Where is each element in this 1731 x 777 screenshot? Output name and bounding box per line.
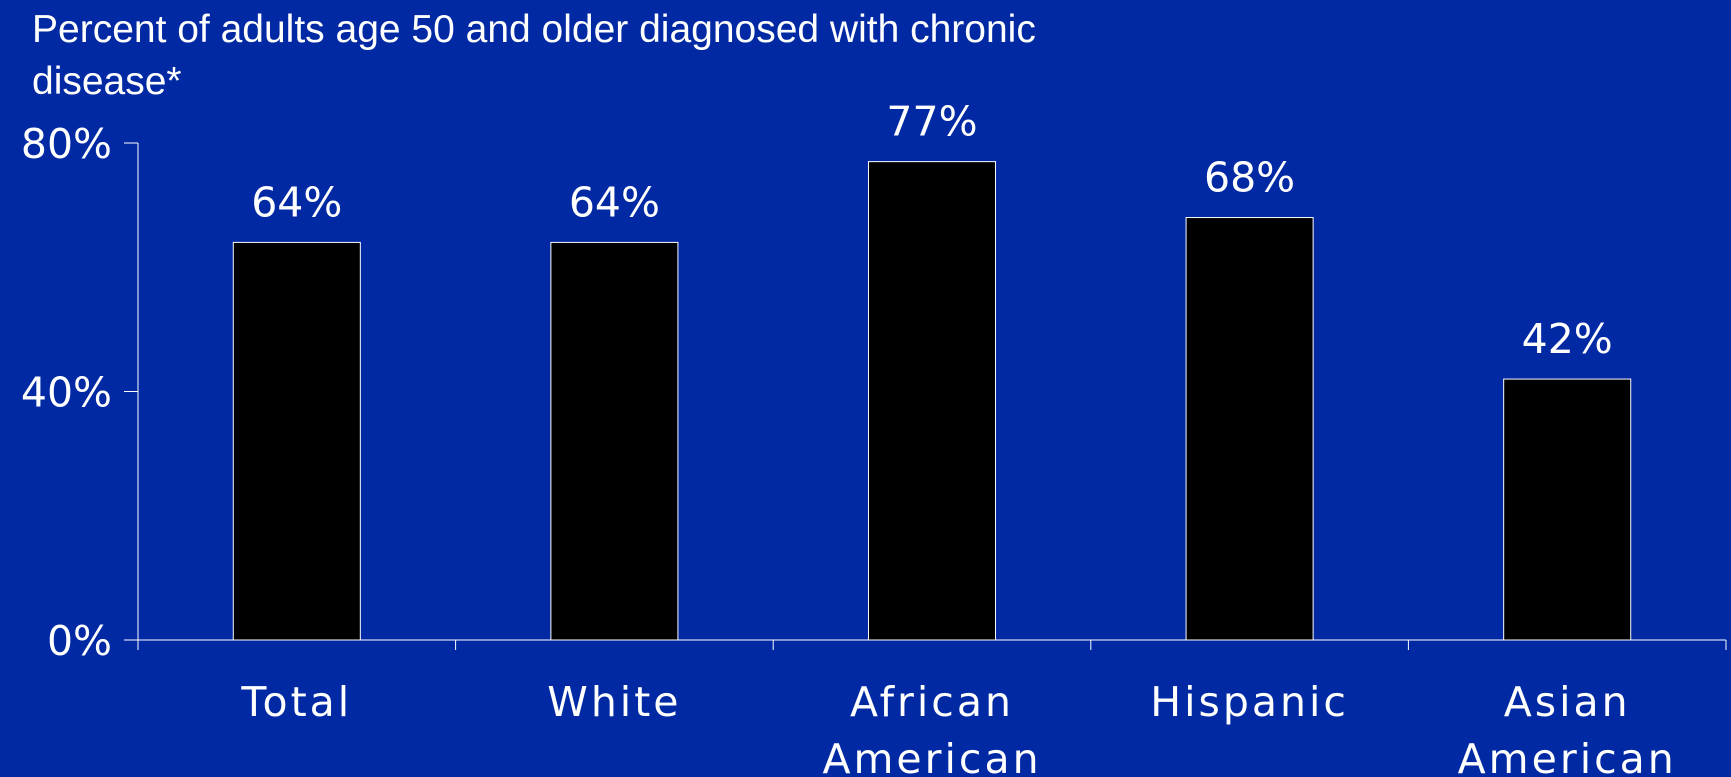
data-label: 68%: [1204, 154, 1295, 202]
data-label: 77%: [886, 98, 977, 146]
category-label-line: White: [547, 678, 681, 726]
bar-white: [550, 241, 679, 641]
bar-african-american: [867, 161, 997, 641]
data-label: 64%: [569, 178, 660, 226]
data-label: 42%: [1522, 315, 1613, 363]
category-label-line: American: [1458, 735, 1677, 777]
y-tick-label: 40%: [21, 369, 112, 417]
data-label: 64%: [251, 178, 342, 226]
category-label-line: American: [822, 735, 1041, 777]
y-tick-label: 80%: [21, 120, 112, 168]
bars-layer: [232, 161, 1632, 641]
category-label-line: Total: [240, 678, 352, 726]
category-label-line: Hispanic: [1150, 678, 1349, 726]
axes-layer: [124, 142, 1727, 650]
category-label-line: Asian: [1504, 678, 1631, 726]
category-label: African American: [822, 678, 1041, 777]
y-tick-label: 0%: [47, 617, 112, 665]
bar-total: [232, 241, 361, 641]
category-label: White: [547, 678, 681, 726]
category-label: Total: [240, 678, 352, 726]
category-label: Hispanic: [1150, 678, 1349, 726]
bar-asian-american: [1503, 378, 1632, 641]
labels-layer: 64% Total 64% White 77% African American 68% His…: [21, 98, 1677, 777]
category-label: Asian American: [1458, 678, 1677, 777]
category-label-line: African: [850, 678, 1014, 726]
bar-hispanic: [1185, 217, 1314, 641]
chart-title: Percent of adults age 50 and older diagn…: [32, 8, 1036, 103]
